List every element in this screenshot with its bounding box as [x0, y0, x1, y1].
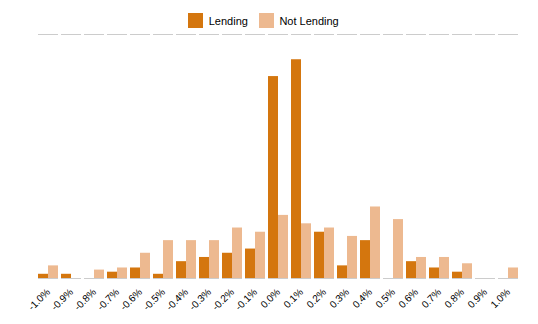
svg-text:-0.4%: -0.4% [164, 286, 190, 312]
svg-text:0.7%: 0.7% [419, 286, 443, 310]
svg-text:0.3%: 0.3% [327, 286, 351, 310]
html-text:Lending: Lending [208, 14, 248, 27]
svg-text:0.0%: 0.0% [258, 286, 282, 310]
svg-text:-0.2%: -0.2% [210, 286, 236, 312]
svg-text:0.6%: 0.6% [396, 286, 420, 310]
svg-text:-1.0%: -1.0% [26, 286, 52, 312]
svg-text:0.1%: 0.1% [281, 286, 305, 310]
svg-text:-0.5%: -0.5% [141, 286, 167, 312]
svg-text:-0.7%: -0.7% [95, 286, 121, 312]
svg-text:-0.9%: -0.9% [49, 286, 75, 312]
svg-text:0.9%: 0.9% [465, 286, 489, 310]
svg-text:0.2%: 0.2% [304, 286, 328, 310]
svg-text:-0.6%: -0.6% [118, 286, 144, 312]
svg-text:-0.1%: -0.1% [233, 286, 259, 312]
html-text:Not Lending: Not Lending [279, 14, 339, 27]
svg-text:0.5%: 0.5% [373, 286, 397, 310]
svg-text:1.0%: 1.0% [488, 286, 512, 310]
svg-text:-0.3%: -0.3% [187, 286, 213, 312]
svg-text:0.4%: 0.4% [350, 286, 374, 310]
svg-text:-0.8%: -0.8% [72, 286, 98, 312]
svg-text:0.8%: 0.8% [442, 286, 466, 310]
